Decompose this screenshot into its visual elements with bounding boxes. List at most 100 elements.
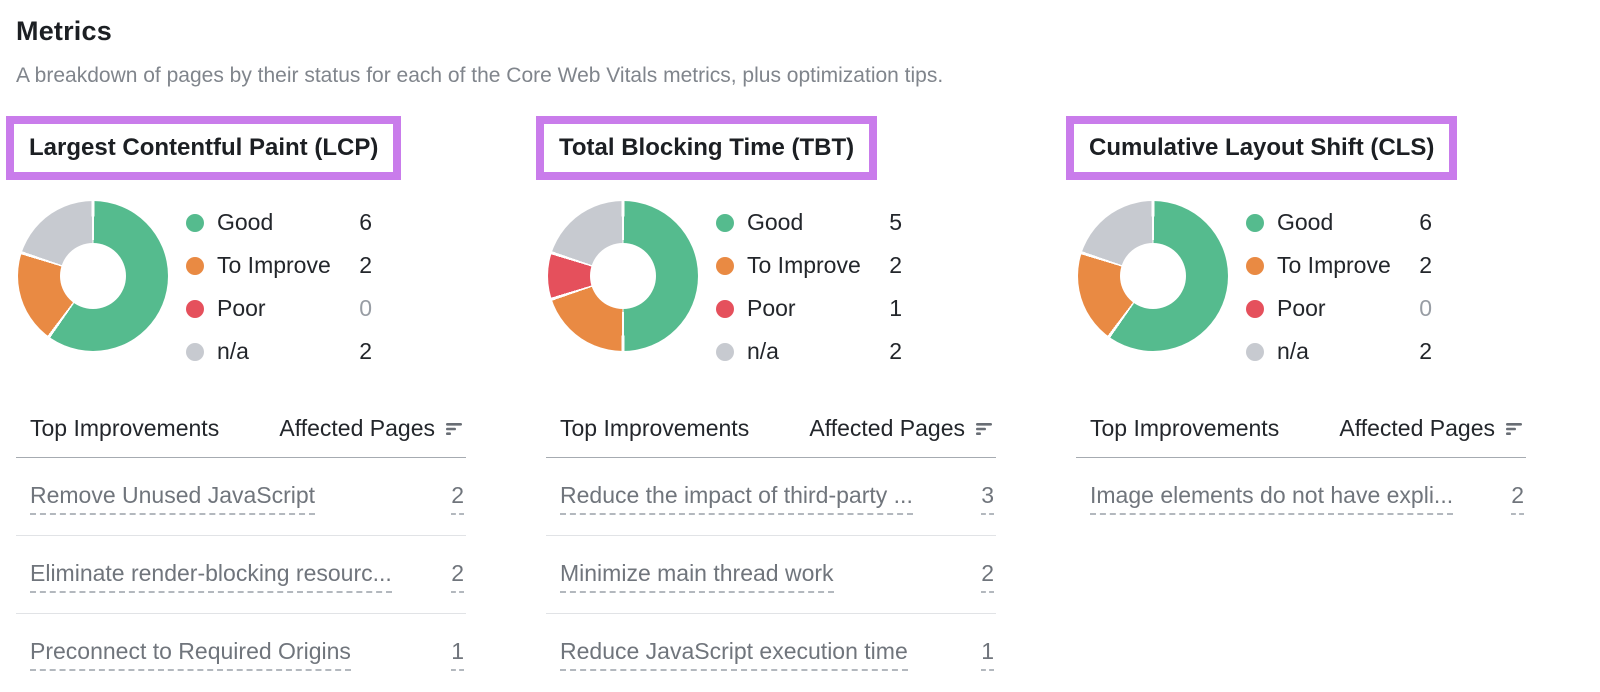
table-row: Eliminate render-blocking resourc... 2: [16, 535, 466, 613]
poor-dot-icon: [716, 299, 734, 318]
table-row: Preconnect to Required Origins 1: [16, 613, 466, 691]
affected-pages-count[interactable]: 2: [451, 560, 464, 593]
affected-pages-header: Affected Pages: [809, 415, 965, 441]
top-improvements-header: Top Improvements: [30, 415, 220, 441]
legend-row-to-improve: To Improve 2: [716, 244, 902, 287]
legend-value: 6: [359, 209, 372, 235]
lcp-legend: Good 6 To Improve 2 Poor 0: [186, 201, 372, 373]
lcp-donut-chart[interactable]: [18, 201, 168, 351]
legend-label: To Improve: [1277, 252, 1391, 278]
poor-dot-icon: [186, 299, 204, 318]
to-improve-dot-icon: [716, 256, 734, 275]
legend-row-good: Good 6: [186, 201, 372, 244]
cls-chart-row: Good 6 To Improve 2 Poor 0: [1076, 199, 1526, 373]
sort-descending-icon[interactable]: [976, 422, 994, 436]
to-improve-dot-icon: [1246, 256, 1264, 275]
legend-value: 0: [1419, 295, 1432, 321]
legend-label: Good: [1277, 209, 1334, 235]
lcp-title-highlight-box: Largest Contentful Paint (LCP): [6, 116, 402, 180]
legend-row-good: Good 5: [716, 201, 902, 244]
metric-card-lcp: Largest Contentful Paint (LCP) Good 6 To…: [6, 116, 466, 691]
sort-descending-icon[interactable]: [446, 422, 464, 436]
table-row: Reduce the impact of third-party ... 3: [546, 458, 996, 535]
improvement-link[interactable]: Reduce the impact of third-party ...: [560, 482, 913, 515]
metric-card-tbt: Total Blocking Time (TBT) Good 5 To Impr…: [536, 116, 996, 691]
legend-row-poor: Poor 1: [716, 287, 902, 330]
na-dot-icon: [1246, 342, 1264, 361]
tbt-chart-row: Good 5 To Improve 2 Poor 1: [546, 199, 996, 373]
improvement-link[interactable]: Reduce JavaScript execution time: [560, 638, 908, 671]
legend-label: Poor: [217, 295, 266, 321]
table-row: Image elements do not have expli... 2: [1076, 458, 1526, 535]
legend-value: 2: [359, 338, 372, 364]
affected-pages-count[interactable]: 3: [981, 482, 994, 515]
to-improve-dot-icon: [186, 256, 204, 275]
cls-legend: Good 6 To Improve 2 Poor 0: [1246, 201, 1432, 373]
page-subtitle: A breakdown of pages by their status for…: [16, 64, 944, 87]
legend-label: n/a: [217, 338, 249, 364]
top-improvements-header: Top Improvements: [1090, 415, 1280, 441]
poor-dot-icon: [1246, 299, 1264, 318]
tbt-improvements-table: Top Improvements Affected Pages Reduce t…: [546, 415, 996, 691]
affected-pages-count[interactable]: 2: [981, 560, 994, 593]
legend-label: To Improve: [217, 252, 331, 278]
legend-row-poor: Poor 0: [186, 287, 372, 330]
legend-row-na: n/a 2: [1246, 330, 1432, 373]
cls-title: Cumulative Layout Shift (CLS): [1089, 134, 1435, 161]
good-dot-icon: [716, 213, 734, 232]
tbt-donut-chart[interactable]: [548, 201, 698, 351]
cls-donut-chart[interactable]: [1078, 201, 1228, 351]
improvement-link[interactable]: Eliminate render-blocking resourc...: [30, 560, 392, 593]
legend-row-na: n/a 2: [186, 330, 372, 373]
affected-pages-count[interactable]: 1: [451, 638, 464, 671]
legend-value: 2: [889, 252, 902, 278]
legend-label: Good: [217, 209, 274, 235]
cls-improvements-table: Top Improvements Affected Pages Image el…: [1076, 415, 1526, 535]
metric-card-cls: Cumulative Layout Shift (CLS) Good 6 To …: [1066, 116, 1526, 691]
tbt-title-highlight-box: Total Blocking Time (TBT): [536, 116, 878, 180]
lcp-chart-row: Good 6 To Improve 2 Poor 0: [16, 199, 466, 373]
page-title: Metrics: [16, 16, 112, 46]
lcp-title: Largest Contentful Paint (LCP): [29, 134, 379, 161]
na-dot-icon: [716, 342, 734, 361]
table-row: Reduce JavaScript execution time 1: [546, 613, 996, 691]
improvement-link[interactable]: Minimize main thread work: [560, 560, 834, 593]
na-dot-icon: [186, 342, 204, 361]
legend-value: 0: [359, 295, 372, 321]
legend-row-to-improve: To Improve 2: [1246, 244, 1432, 287]
table-row: Minimize main thread work 2: [546, 535, 996, 613]
legend-value: 2: [359, 252, 372, 278]
cls-title-highlight-box: Cumulative Layout Shift (CLS): [1066, 116, 1458, 180]
legend-label: n/a: [747, 338, 779, 364]
legend-row-to-improve: To Improve 2: [186, 244, 372, 287]
sort-descending-icon[interactable]: [1506, 422, 1524, 436]
tbt-legend: Good 5 To Improve 2 Poor 1: [716, 201, 902, 373]
legend-value: 2: [1419, 252, 1432, 278]
top-improvements-header: Top Improvements: [560, 415, 750, 441]
table-row: Remove Unused JavaScript 2: [16, 458, 466, 535]
good-dot-icon: [186, 213, 204, 232]
table-header: Top Improvements Affected Pages: [546, 415, 996, 458]
legend-label: Poor: [1277, 295, 1326, 321]
legend-row-good: Good 6: [1246, 201, 1432, 244]
legend-value: 6: [1419, 209, 1432, 235]
table-header: Top Improvements Affected Pages: [1076, 415, 1526, 458]
legend-label: To Improve: [747, 252, 861, 278]
legend-label: Good: [747, 209, 804, 235]
affected-pages-header: Affected Pages: [1339, 415, 1495, 441]
improvement-link[interactable]: Preconnect to Required Origins: [30, 638, 351, 671]
good-dot-icon: [1246, 213, 1264, 232]
affected-pages-count[interactable]: 2: [451, 482, 464, 515]
improvement-link[interactable]: Remove Unused JavaScript: [30, 482, 316, 515]
legend-row-poor: Poor 0: [1246, 287, 1432, 330]
lcp-improvements-table: Top Improvements Affected Pages Remove U…: [16, 415, 466, 691]
legend-value: 2: [1419, 338, 1432, 364]
improvement-link[interactable]: Image elements do not have expli...: [1090, 482, 1454, 515]
legend-value: 5: [889, 209, 902, 235]
affected-pages-header: Affected Pages: [279, 415, 435, 441]
legend-value: 2: [889, 338, 902, 364]
affected-pages-count[interactable]: 2: [1511, 482, 1524, 515]
legend-value: 1: [889, 295, 902, 321]
affected-pages-count[interactable]: 1: [981, 638, 994, 671]
